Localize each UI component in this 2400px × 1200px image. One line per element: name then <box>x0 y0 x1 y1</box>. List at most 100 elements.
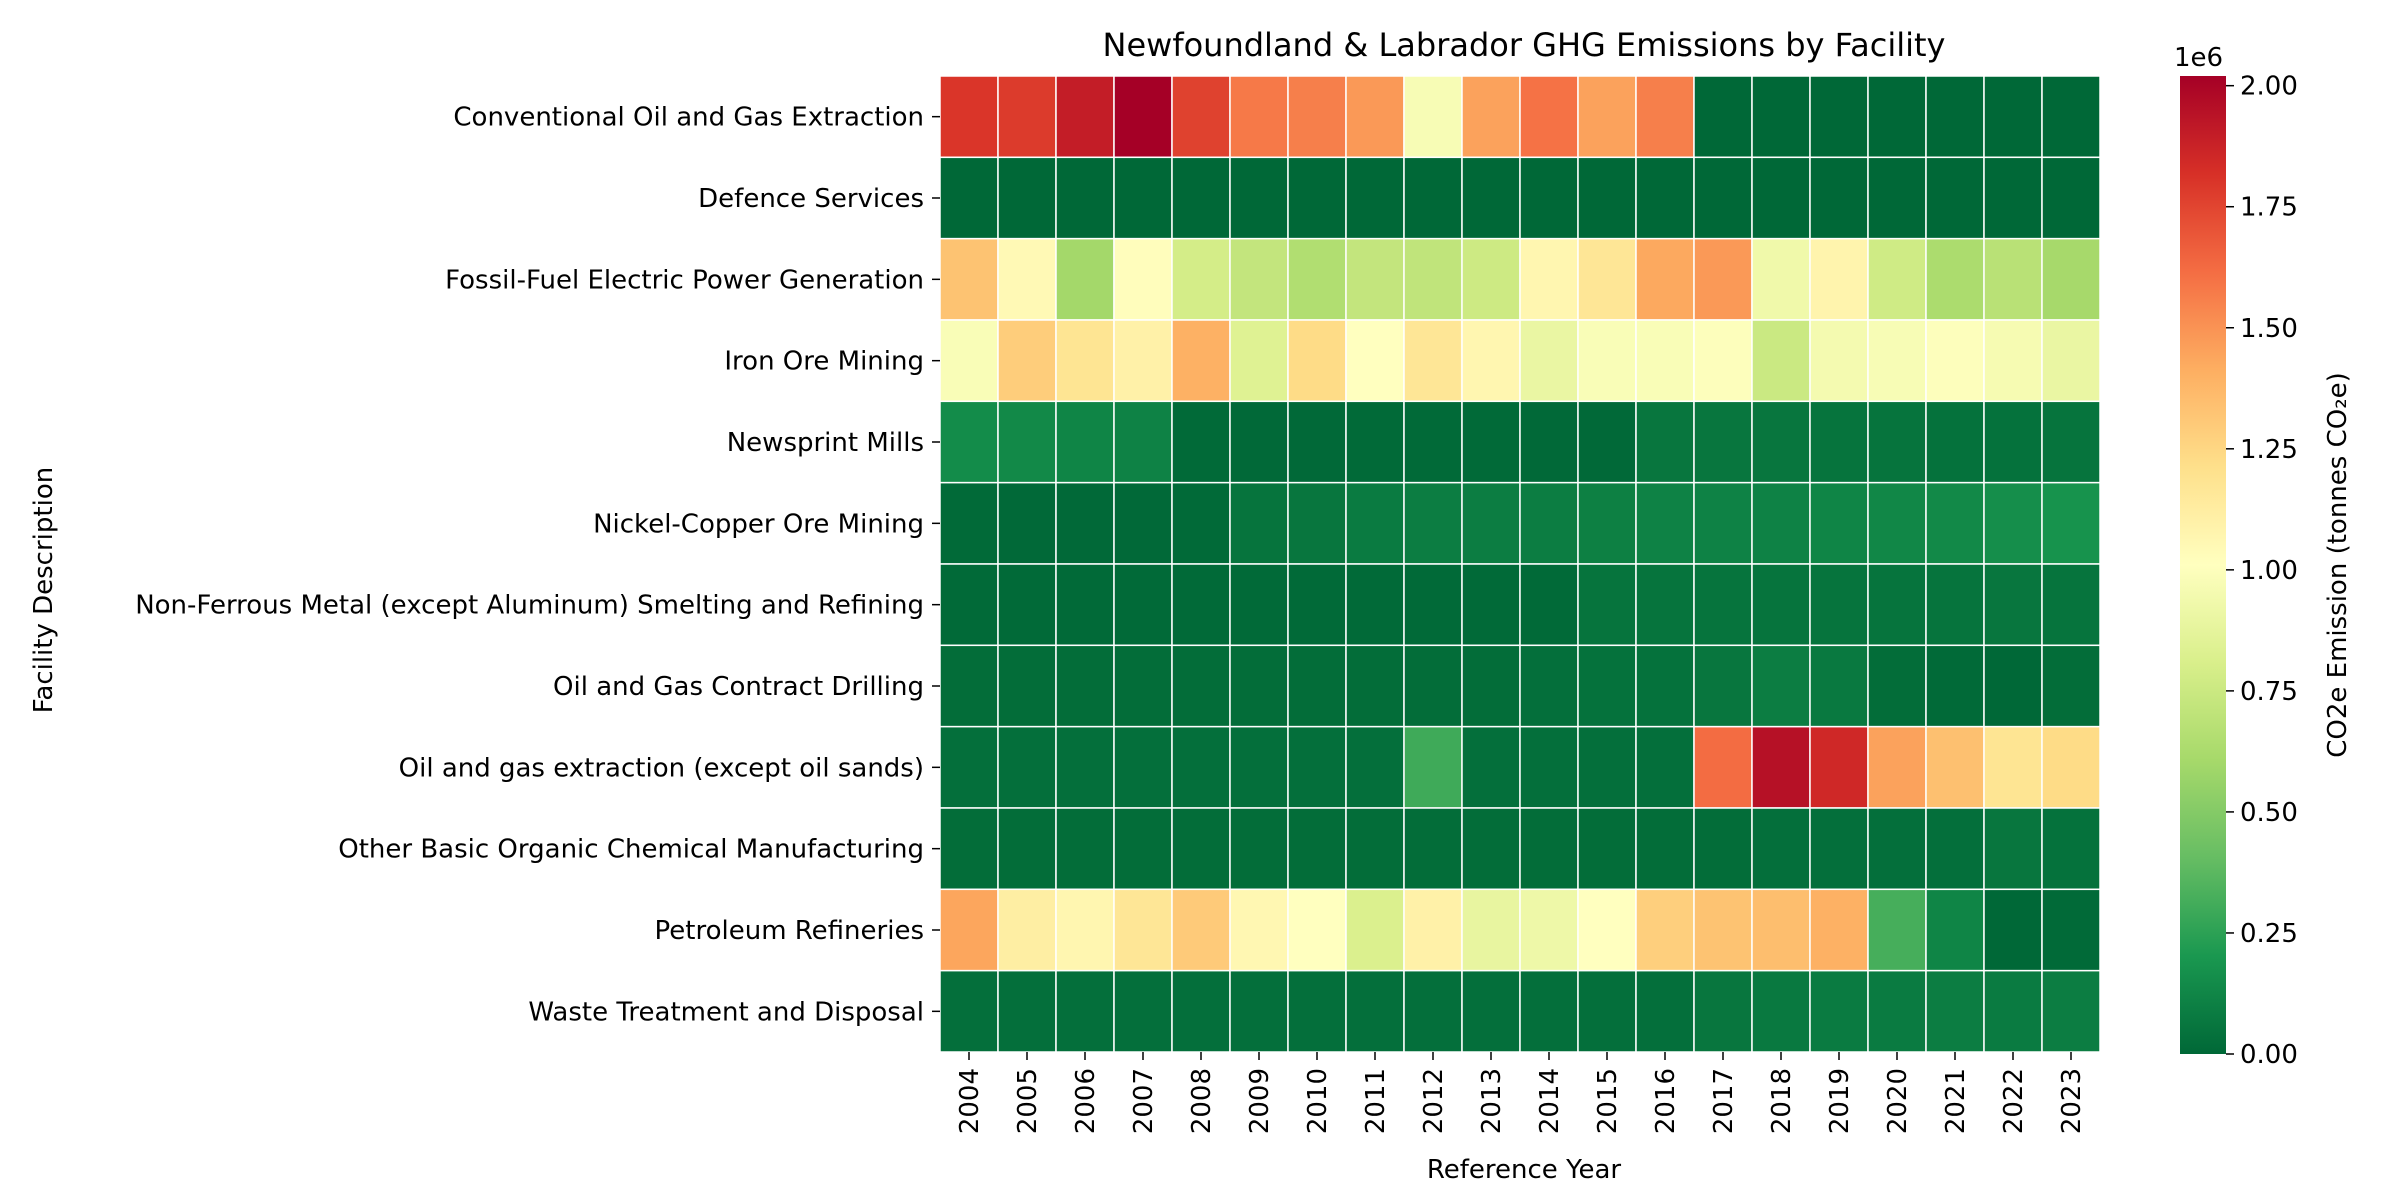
heatmap-cell <box>1577 400 1637 484</box>
heatmap-cell <box>1867 644 1927 728</box>
y-tick-label: Conventional Oil and Gas Extraction <box>453 103 924 133</box>
heatmap-cell <box>1113 888 1173 972</box>
heatmap-cell <box>1809 969 1869 1053</box>
colorbar-tick-label: 0.75 <box>2240 677 2298 707</box>
heatmap-cell <box>1055 725 1115 809</box>
heatmap-cell <box>1983 807 2043 891</box>
y-tick-label: Iron Ore Mining <box>724 347 924 377</box>
heatmap-cell <box>1635 319 1695 403</box>
heatmap-cell <box>1287 75 1347 159</box>
heatmap-cell <box>1461 75 1521 159</box>
heatmap-cell <box>997 481 1057 565</box>
heatmap-cell <box>1635 644 1695 728</box>
heatmap-cell <box>1693 156 1753 240</box>
heatmap-cell <box>1867 75 1927 159</box>
heatmap-cell <box>2041 807 2101 891</box>
heatmap-cell <box>1751 237 1811 321</box>
x-tick-label: 2011 <box>1361 1068 1391 1134</box>
heatmap-cell <box>1229 644 1289 728</box>
heatmap-cell <box>997 75 1057 159</box>
heatmap-cell <box>1693 481 1753 565</box>
heatmap-cell <box>1055 807 1115 891</box>
heatmap-cell <box>1693 563 1753 647</box>
heatmap-cell <box>939 75 999 159</box>
heatmap-cell <box>1113 237 1173 321</box>
heatmap-cell <box>1751 888 1811 972</box>
heatmap-cell <box>1287 156 1347 240</box>
heatmap-cell <box>1229 725 1289 809</box>
heatmap-cell <box>1113 156 1173 240</box>
y-tick-label: Defence Services <box>698 184 924 214</box>
heatmap-cell <box>1925 319 1985 403</box>
x-tick-label: 2015 <box>1593 1068 1623 1134</box>
heatmap-cell <box>1403 400 1463 484</box>
heatmap-cell <box>1403 969 1463 1053</box>
heatmap-cell <box>939 969 999 1053</box>
heatmap-cell <box>1461 888 1521 972</box>
heatmap-cell <box>2041 563 2101 647</box>
heatmap-cell <box>1519 807 1579 891</box>
heatmap-cell <box>1809 644 1869 728</box>
heatmap-cell <box>1461 807 1521 891</box>
heatmap-cell <box>1983 156 2043 240</box>
heatmap-cell <box>1983 481 2043 565</box>
heatmap-cell <box>1461 969 1521 1053</box>
heatmap-cell <box>2041 319 2101 403</box>
heatmap-cell <box>1693 319 1753 403</box>
x-tick-label: 2019 <box>1825 1068 1855 1134</box>
colorbar-tick-label: 1.50 <box>2240 314 2298 344</box>
heatmap-cell <box>1229 156 1289 240</box>
heatmap-cell <box>939 807 999 891</box>
x-axis-label: Reference Year <box>1427 1155 1622 1185</box>
heatmap-cell <box>1519 888 1579 972</box>
heatmap-cell <box>1925 75 1985 159</box>
y-tick-label: Petroleum Refineries <box>655 916 924 946</box>
heatmap-cell <box>1229 969 1289 1053</box>
x-tick-label: 2005 <box>1013 1068 1043 1134</box>
heatmap-cell <box>1577 563 1637 647</box>
heatmap-cell <box>1229 563 1289 647</box>
heatmap-cell <box>1751 75 1811 159</box>
heatmap-cell <box>1229 319 1289 403</box>
x-tick-label: 2021 <box>1941 1068 1971 1134</box>
heatmap-cell <box>1113 644 1173 728</box>
heatmap-cell <box>1287 888 1347 972</box>
heatmap-cell <box>939 400 999 484</box>
heatmap-cell <box>1867 319 1927 403</box>
heatmap-cell <box>1461 644 1521 728</box>
heatmap-cell <box>1983 725 2043 809</box>
colorbar <box>2180 76 2226 1054</box>
heatmap-cell <box>997 725 1057 809</box>
heatmap-cell <box>1635 481 1695 565</box>
heatmap-cell <box>1983 75 2043 159</box>
heatmap-cell <box>1751 807 1811 891</box>
heatmap-cell <box>1171 807 1231 891</box>
x-tick-label: 2007 <box>1129 1068 1159 1134</box>
heatmap-cell <box>1577 888 1637 972</box>
heatmap-cell <box>997 644 1057 728</box>
heatmap-cell <box>1171 319 1231 403</box>
heatmap-cell <box>1751 725 1811 809</box>
heatmap-cell <box>997 969 1057 1053</box>
heatmap-cell <box>1287 969 1347 1053</box>
heatmap-cell <box>939 319 999 403</box>
heatmap-cell <box>1461 481 1521 565</box>
heatmap-cell <box>1809 75 1869 159</box>
heatmap-cell <box>1809 563 1869 647</box>
heatmap-cell <box>2041 888 2101 972</box>
heatmap-cell <box>1519 563 1579 647</box>
colorbar-tick-label: 0.25 <box>2240 919 2298 949</box>
heatmap-cell <box>1403 725 1463 809</box>
heatmap-cell <box>1055 481 1115 565</box>
heatmap-cell <box>1751 156 1811 240</box>
heatmap-cell <box>1577 807 1637 891</box>
heatmap-cell <box>1577 644 1637 728</box>
heatmap-cell <box>1577 725 1637 809</box>
heatmap-cell <box>1461 319 1521 403</box>
heatmap-cell <box>1751 481 1811 565</box>
heatmap-cell <box>1229 75 1289 159</box>
heatmap-cell <box>997 319 1057 403</box>
heatmap-cell <box>1287 644 1347 728</box>
heatmap-cell <box>1635 888 1695 972</box>
